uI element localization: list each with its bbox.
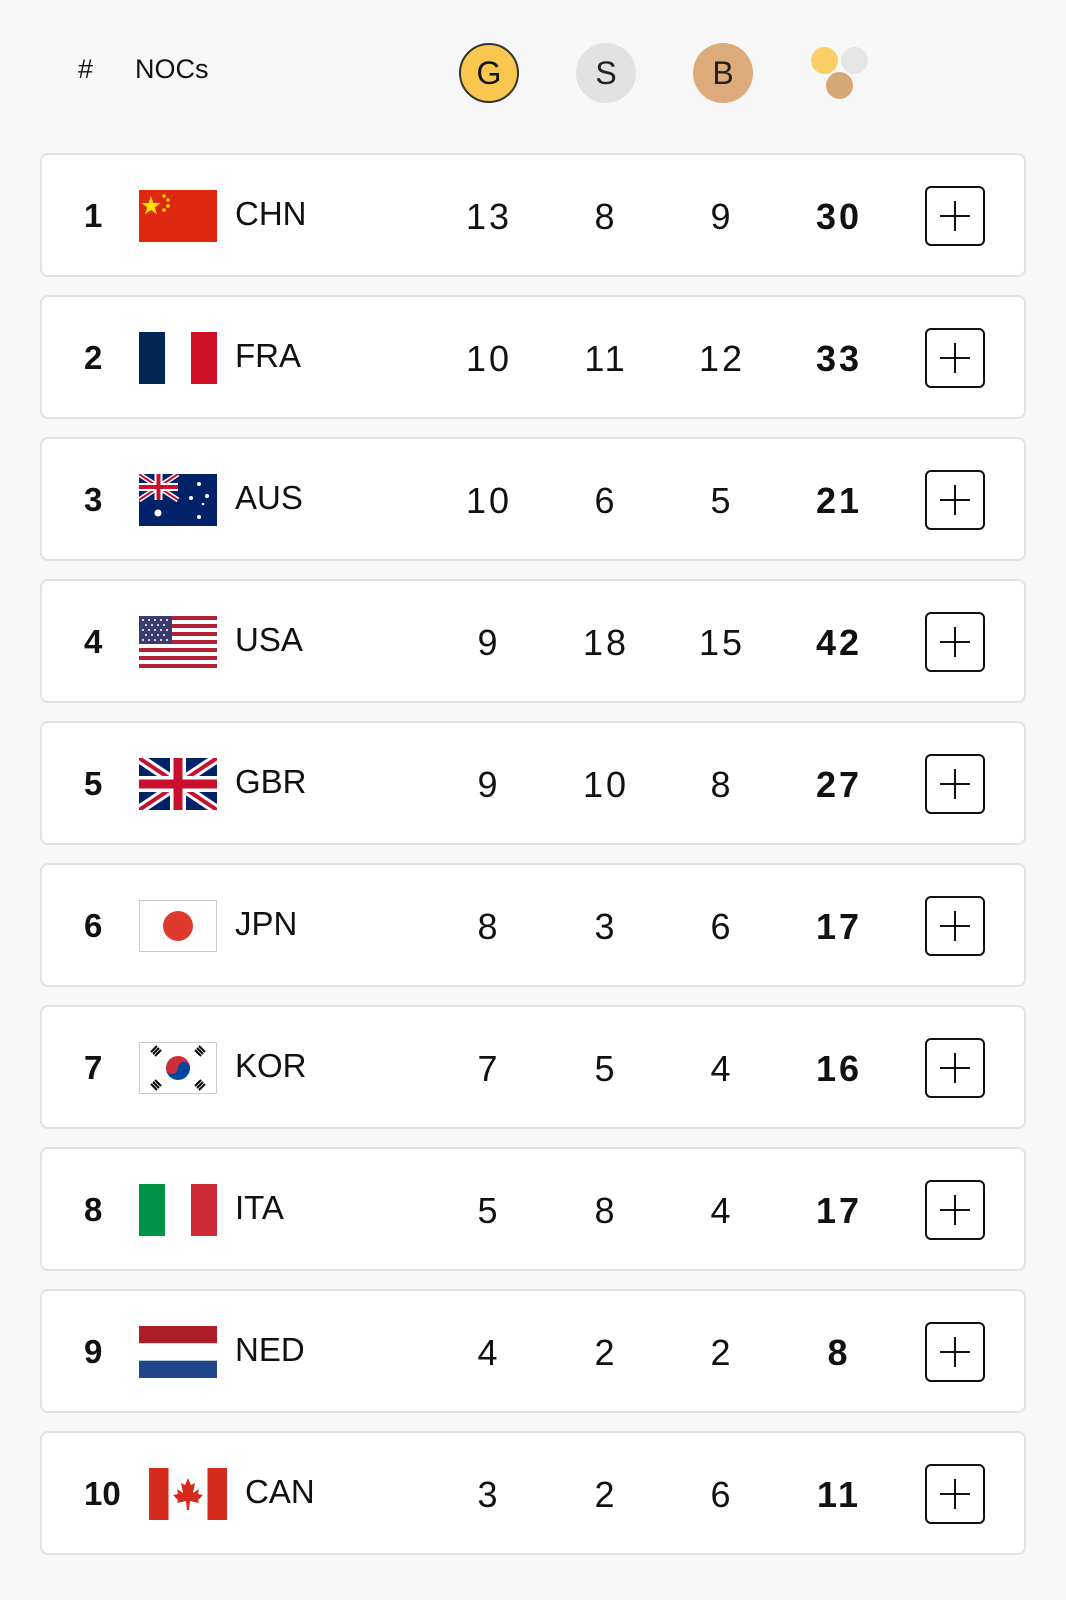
gold-count: 10 xyxy=(465,480,513,521)
rank-number: 1 xyxy=(84,197,103,234)
rank-number: 8 xyxy=(84,1191,103,1228)
france-flag-icon xyxy=(139,332,217,384)
silver-count: 8 xyxy=(594,196,618,237)
total-count: 30 xyxy=(815,196,863,237)
expand-row-button[interactable] xyxy=(925,1322,985,1382)
bronze-count: 15 xyxy=(698,622,746,663)
expand-row-button[interactable] xyxy=(925,754,985,814)
gold-count: 5 xyxy=(477,1190,501,1231)
silver-count: 5 xyxy=(594,1048,618,1089)
netherlands-flag-icon xyxy=(139,1326,217,1378)
total-count: 11 xyxy=(816,1474,862,1515)
silver-count: 2 xyxy=(594,1332,618,1373)
noc-code[interactable]: NED xyxy=(235,1331,305,1368)
bronze-count: 9 xyxy=(710,196,734,237)
total-count: 8 xyxy=(827,1332,851,1373)
korea-flag-icon xyxy=(139,1042,217,1094)
total-count: 16 xyxy=(815,1048,863,1089)
bronze-count: 6 xyxy=(710,906,734,947)
expand-row-button[interactable] xyxy=(925,186,985,246)
rank-number: 9 xyxy=(84,1333,103,1370)
australia-flag-icon xyxy=(139,474,217,526)
expand-row-button[interactable] xyxy=(925,896,985,956)
bronze-count: 8 xyxy=(710,764,734,805)
rank-number: 4 xyxy=(84,623,103,660)
bronze-count: 12 xyxy=(698,338,746,379)
rank-column-header: # xyxy=(78,54,94,84)
silver-count: 18 xyxy=(582,622,630,663)
table-header: # NOCs G S B xyxy=(0,0,1066,140)
table-row[interactable]: 2 FRA 10 11 12 33 xyxy=(40,295,1026,419)
bronze-count: 5 xyxy=(710,480,734,521)
expand-row-button[interactable] xyxy=(925,1038,985,1098)
bronze-count: 6 xyxy=(710,1474,734,1515)
noc-code[interactable]: CAN xyxy=(245,1473,315,1510)
silver-count: 3 xyxy=(594,906,618,947)
total-count: 33 xyxy=(815,338,863,379)
expand-row-button[interactable] xyxy=(925,612,985,672)
total-count: 17 xyxy=(815,1190,863,1231)
gold-count: 9 xyxy=(477,622,501,663)
noc-code[interactable]: FRA xyxy=(235,337,301,374)
gold-count: 10 xyxy=(465,338,513,379)
rank-number: 2 xyxy=(84,339,103,376)
total-count: 42 xyxy=(815,622,863,663)
noc-code[interactable]: GBR xyxy=(235,763,307,800)
table-row[interactable]: 6 JPN 8 3 6 17 xyxy=(40,863,1026,987)
gold-count: 9 xyxy=(477,764,501,805)
table-row[interactable]: 3 AUS 10 6 5 21 xyxy=(40,437,1026,561)
gold-count: 4 xyxy=(477,1332,501,1373)
silver-count: 8 xyxy=(594,1190,618,1231)
rank-number: 6 xyxy=(84,907,103,944)
table-row[interactable]: 10 CAN 3 2 6 11 xyxy=(40,1431,1026,1555)
noc-code[interactable]: JPN xyxy=(235,905,298,942)
table-row[interactable]: 1 CHN 13 8 9 30 xyxy=(40,153,1026,277)
table-row[interactable]: 8 ITA 5 8 4 17 xyxy=(40,1147,1026,1271)
italy-flag-icon xyxy=(139,1184,217,1236)
japan-flag-icon xyxy=(139,900,217,952)
expand-row-button[interactable] xyxy=(925,1180,985,1240)
silver-count: 11 xyxy=(584,338,628,379)
noc-code[interactable]: USA xyxy=(235,621,303,658)
canada-flag-icon xyxy=(149,1468,227,1520)
silver-count: 10 xyxy=(582,764,630,805)
rank-number: 7 xyxy=(84,1049,103,1086)
rank-number: 5 xyxy=(84,765,103,802)
gold-count: 3 xyxy=(477,1474,501,1515)
expand-row-button[interactable] xyxy=(925,1464,985,1524)
noc-code[interactable]: CHN xyxy=(235,195,307,232)
table-row[interactable]: 4 USA 9 18 15 42 xyxy=(40,579,1026,703)
expand-row-button[interactable] xyxy=(925,328,985,388)
table-row[interactable]: 9 NED 4 2 2 8 xyxy=(40,1289,1026,1413)
total-count: 17 xyxy=(815,906,863,947)
rank-number: 10 xyxy=(84,1475,121,1512)
gold-count: 8 xyxy=(477,906,501,947)
bronze-count: 4 xyxy=(710,1048,734,1089)
noc-column-header[interactable]: NOCs xyxy=(135,54,209,84)
china-flag-icon xyxy=(139,190,217,242)
uk-flag-icon xyxy=(139,758,217,810)
rank-number: 3 xyxy=(84,481,103,518)
noc-code[interactable]: AUS xyxy=(235,479,303,516)
total-count: 21 xyxy=(815,480,863,521)
usa-flag-icon xyxy=(139,616,217,668)
bronze-count: 4 xyxy=(710,1190,734,1231)
expand-row-button[interactable] xyxy=(925,470,985,530)
silver-count: 2 xyxy=(594,1474,618,1515)
noc-code[interactable]: KOR xyxy=(235,1047,307,1084)
table-row[interactable]: 7 KOR 7 5 4 16 xyxy=(40,1005,1026,1129)
bronze-count: 2 xyxy=(710,1332,734,1373)
bronze-medal-icon[interactable]: B xyxy=(693,43,753,103)
gold-count: 7 xyxy=(477,1048,501,1089)
gold-medal-icon[interactable]: G xyxy=(459,43,519,103)
noc-code[interactable]: ITA xyxy=(235,1189,284,1226)
silver-count: 6 xyxy=(594,480,618,521)
table-row[interactable]: 5 GBR 9 10 8 27 xyxy=(40,721,1026,845)
gold-count: 13 xyxy=(465,196,513,237)
silver-medal-icon[interactable]: S xyxy=(576,43,636,103)
total-medals-icon[interactable] xyxy=(808,45,878,103)
total-count: 27 xyxy=(815,764,863,805)
